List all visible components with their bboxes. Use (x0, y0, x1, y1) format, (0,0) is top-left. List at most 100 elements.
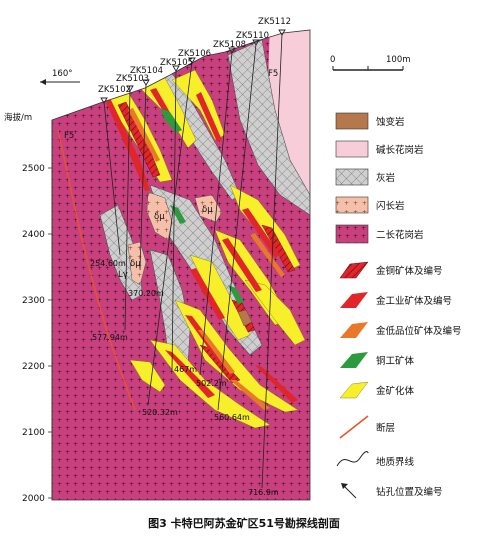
legend-label: 铜工矿体 (376, 355, 415, 367)
legend-label: 金低品位矿体及编号 (376, 325, 462, 337)
red-body-1 (105, 98, 150, 191)
drillhole-label: ZK5102 (98, 85, 131, 95)
yellow-body-10 (129, 359, 166, 393)
collar-zk5105 (172, 65, 180, 72)
legend-swatch-alkali-granite (335, 140, 369, 158)
drillhole-zk5106 (147, 61, 193, 406)
aucu-body-1 (117, 101, 161, 178)
diorite-body-3 (127, 241, 147, 286)
aucu-body-2 (261, 224, 296, 273)
drillhole-label: ZK5105 (160, 58, 193, 68)
drillhole-zk5105 (171, 69, 177, 371)
azimuth-label: 160° (52, 69, 72, 79)
section-outline (51, 29, 311, 501)
rock-code-labels: F5 F5 δμ δμ δμ Lγ (64, 69, 278, 280)
drillhole-zk5108 (199, 51, 233, 376)
legend-swatch-drillhole (341, 483, 357, 499)
legend-swatch-monzogranite (335, 224, 369, 244)
legend-swatch-gold-lowgrade-ore (340, 322, 368, 338)
section-body (52, 30, 310, 500)
legend-swatch-limestone (335, 168, 369, 186)
orange-body-3 (198, 330, 235, 374)
green-body-3 (228, 285, 244, 304)
collar-zk5102 (100, 97, 108, 104)
legend-swatch-geologic-boundary (336, 451, 369, 467)
legend-swatch-gold-mineralized (339, 381, 369, 399)
drillhole-label: ZK5104 (130, 66, 163, 76)
depth-label: 560.64m (214, 413, 250, 422)
depth-label: 370.20m (128, 289, 164, 298)
legend-swatch-gold-industrial-ore (340, 292, 368, 308)
y-tick-label: 2300 (22, 296, 45, 306)
drillhole-zk5112 (261, 33, 283, 489)
drillhole-label: ZK5106 (178, 49, 211, 59)
collar-zk5106 (188, 57, 196, 64)
collar-zk5104 (142, 79, 150, 86)
legend-swatch-copper-ore (340, 352, 368, 368)
legend-drillhole-line (343, 485, 357, 499)
drillhole-zk5102 (103, 101, 121, 256)
rock-code-label: δμ (130, 259, 141, 269)
depth-label: 254.60m (90, 259, 126, 268)
green-body-1 (160, 108, 182, 133)
depth-label: 716.9m (248, 488, 279, 497)
red-body-7 (165, 350, 215, 398)
drillhole-collars (100, 29, 286, 104)
depth-label: 502.2m (196, 379, 227, 388)
legend-swatch-alteration (335, 112, 369, 130)
legend-label: 闪长岩 (376, 200, 405, 212)
scale-bar: 0 100m (330, 55, 411, 71)
figure-caption: 图3 卡特巴阿苏金矿区51号勘探线剖面 (148, 516, 340, 530)
scale-end-label: 100m (386, 55, 411, 65)
collar-zk5108 (228, 47, 236, 54)
drillhole-zk5103 (124, 89, 131, 331)
drillhole-depth-labels: 254.60m 370.20m 577.94m 520.32m 467m 502… (90, 259, 279, 497)
legend-label: 灰岩 (376, 172, 395, 184)
legend-drillhole-arrow (341, 483, 348, 489)
drillhole-label: ZK5108 (213, 40, 246, 50)
legend: 蚀变岩 碱长花岗岩 灰岩 闪长岩 二长花岗岩 金铜矿体及编号 金工业矿体及编号 … (335, 112, 462, 499)
fault-label: F5 (64, 131, 74, 141)
yellow-body-9 (244, 279, 306, 346)
legend-label: 金铜矿体及编号 (376, 265, 443, 277)
y-axis-label: 海拔/m (4, 112, 32, 123)
drillhole-zk5110 (217, 43, 257, 411)
orange-body-2 (250, 233, 285, 277)
y-tick-label: 2100 (22, 428, 45, 438)
y-tick-label: 2000 (22, 494, 45, 504)
legend-swatch-diorite (335, 196, 369, 214)
red-body-9 (190, 268, 225, 320)
drillhole-label: ZK5103 (116, 74, 149, 84)
collar-zk5103 (126, 85, 134, 92)
y-axis: 海拔/m 2500 2400 2300 2200 2100 2000 (4, 112, 53, 504)
gold-industrial-ore-bodies (105, 88, 298, 403)
y-tick-label: 2400 (22, 230, 45, 240)
azimuth-arrow-head (40, 79, 46, 85)
legend-label: 金矿化体 (376, 385, 415, 397)
legend-swatch-gold-copper-ore (339, 261, 369, 279)
legend-label: 蚀变岩 (376, 116, 405, 128)
rock-code-label: Lγ (118, 270, 128, 280)
diorite-body-1 (146, 191, 173, 241)
collar-zk5110 (252, 39, 260, 46)
drillhole-label: ZK5112 (258, 17, 291, 27)
rock-code-label: F5 (268, 69, 278, 79)
drillhole-traces (103, 33, 283, 489)
y-tick-label: 2500 (22, 164, 45, 174)
legend-label: 断层 (376, 422, 395, 434)
limestone-band-right (227, 39, 310, 216)
yellow-body-7 (174, 299, 299, 413)
depth-label: 520.32m (142, 408, 178, 417)
drillhole-zk5104 (139, 83, 147, 271)
legend-label: 金工业矿体及编号 (376, 295, 452, 307)
legend-swatch-fault (339, 415, 369, 439)
legend-label: 碱长花岗岩 (376, 144, 424, 156)
depth-label: 577.94m (92, 333, 128, 342)
alkali-granite-area (268, 30, 310, 210)
red-body-4 (242, 208, 280, 258)
collar-zk5112 (278, 29, 286, 36)
red-body-8 (255, 365, 298, 403)
orange-body-4 (230, 380, 270, 410)
fault-line-f5 (57, 129, 136, 411)
